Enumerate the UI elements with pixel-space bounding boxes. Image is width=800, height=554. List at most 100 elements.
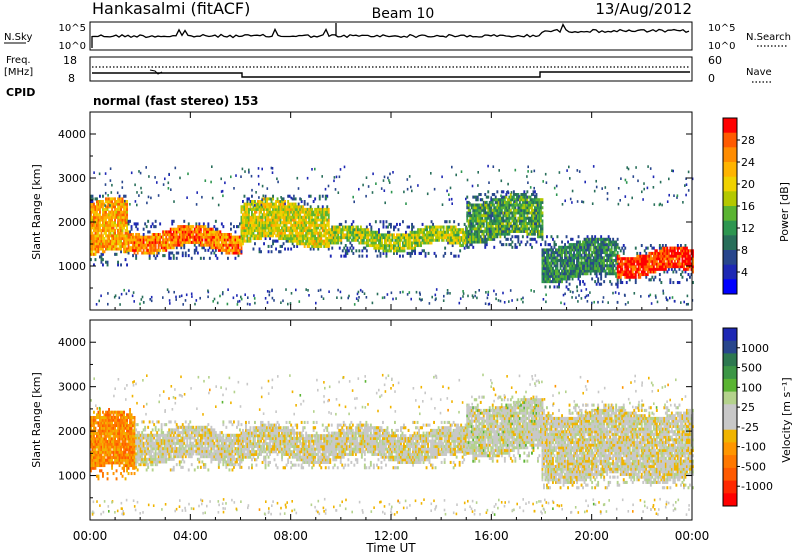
heatmap-cell	[184, 299, 187, 302]
heatmap-cell	[240, 210, 243, 214]
heatmap-cell	[516, 298, 519, 302]
heatmap-cell	[147, 235, 150, 239]
heatmap-cell	[273, 205, 276, 209]
heatmap-cell	[214, 254, 217, 258]
heatmap-cell	[94, 234, 97, 238]
heatmap-cell	[302, 231, 305, 235]
heatmap-cell	[484, 193, 487, 197]
heatmap-cell	[257, 167, 260, 170]
heatmap-cell	[109, 213, 112, 217]
heatmap-cell	[263, 207, 265, 211]
heatmap-cell	[484, 302, 487, 305]
heatmap-cell	[118, 202, 121, 206]
heatmap-cell	[99, 237, 101, 241]
heatmap-cell	[183, 227, 186, 231]
heatmap-cell	[541, 219, 544, 223]
heatmap-cell	[670, 267, 673, 271]
heatmap-cell	[96, 244, 98, 248]
heatmap-cell	[444, 246, 447, 250]
heatmap-cell	[254, 226, 256, 230]
heatmap-cell	[529, 243, 532, 247]
heatmap-cell	[249, 207, 252, 211]
heatmap-cell	[270, 213, 273, 217]
heatmap-cell	[96, 231, 98, 235]
heatmap-cell	[230, 235, 232, 239]
heatmap-cell	[346, 251, 349, 255]
heatmap-cell	[402, 290, 404, 294]
heatmap-cell	[207, 243, 210, 247]
heatmap-cell	[108, 244, 110, 248]
heatmap-cell	[612, 261, 615, 265]
heatmap-cell	[620, 177, 622, 180]
heatmap-cell	[272, 221, 274, 225]
heatmap-cell	[117, 221, 119, 225]
heatmap-cell	[114, 207, 116, 211]
heatmap-cell	[476, 296, 478, 300]
heatmap-cell	[198, 230, 201, 234]
heatmap-cell	[91, 210, 94, 214]
heatmap-cell	[157, 235, 160, 239]
heatmap-cell	[223, 248, 226, 252]
heatmap-cell	[205, 238, 208, 242]
heatmap-cell	[102, 237, 104, 241]
heatmap-cell	[216, 227, 219, 231]
heatmap-cell	[496, 235, 499, 239]
heatmap-cell	[213, 225, 216, 229]
heatmap-cell	[220, 243, 223, 247]
heatmap-cell	[121, 242, 124, 246]
heatmap-cell	[91, 202, 94, 206]
heatmap-cell	[165, 230, 168, 234]
heatmap-cell	[426, 228, 428, 232]
heatmap-cell	[231, 238, 234, 242]
heatmap-cell	[252, 200, 255, 204]
heatmap-cell	[509, 289, 512, 292]
heatmap-cell	[118, 215, 121, 219]
noise-left-label: N.Sky	[4, 32, 32, 43]
heatmap-cell	[320, 231, 323, 235]
heatmap-cell	[546, 235, 548, 239]
heatmap-cell	[103, 213, 106, 217]
heatmap-cell	[136, 222, 139, 226]
heatmap-cell	[258, 205, 261, 209]
heatmap-cell	[246, 221, 249, 225]
heatmap-cell	[202, 225, 205, 229]
heatmap-cell	[349, 241, 352, 245]
heatmap-cell	[236, 238, 238, 242]
heatmap-cell	[288, 194, 291, 198]
heatmap-cell	[251, 202, 253, 206]
heatmap-cell	[111, 213, 113, 217]
heatmap-cell	[172, 230, 175, 234]
heatmap-cell	[524, 219, 527, 223]
heatmap-cell	[321, 194, 324, 198]
heatmap-cell	[96, 239, 98, 243]
heatmap-cell	[183, 246, 186, 250]
heatmap-cell	[201, 238, 204, 242]
heatmap-cell	[643, 249, 646, 253]
heatmap-cell	[126, 221, 128, 225]
heatmap-cell	[645, 275, 648, 279]
heatmap-cell	[207, 248, 210, 252]
heatmap-cell	[154, 233, 157, 237]
heatmap-cell	[102, 213, 104, 217]
heatmap-cell	[240, 231, 243, 235]
heatmap-cell	[213, 230, 216, 234]
heatmap-cell	[142, 235, 145, 239]
heatmap-cell	[276, 177, 278, 181]
heatmap-cell	[151, 246, 154, 250]
heatmap-cell	[153, 225, 156, 229]
heatmap-cell	[189, 230, 192, 234]
heatmap-cell	[93, 210, 95, 214]
heatmap-cell	[616, 237, 619, 241]
heatmap-cell	[169, 230, 172, 234]
heatmap-cell	[243, 205, 246, 209]
heatmap-cell	[180, 294, 183, 298]
heatmap-cell	[154, 256, 157, 260]
heatmap-cell	[249, 303, 251, 306]
heatmap-cell	[264, 205, 267, 209]
heatmap-cell	[246, 215, 249, 219]
heatmap-cell	[260, 250, 262, 254]
heatmap-cell	[542, 298, 545, 301]
heatmap-cell	[597, 240, 600, 244]
heatmap-cell	[90, 205, 92, 209]
heatmap-cell	[526, 235, 529, 239]
